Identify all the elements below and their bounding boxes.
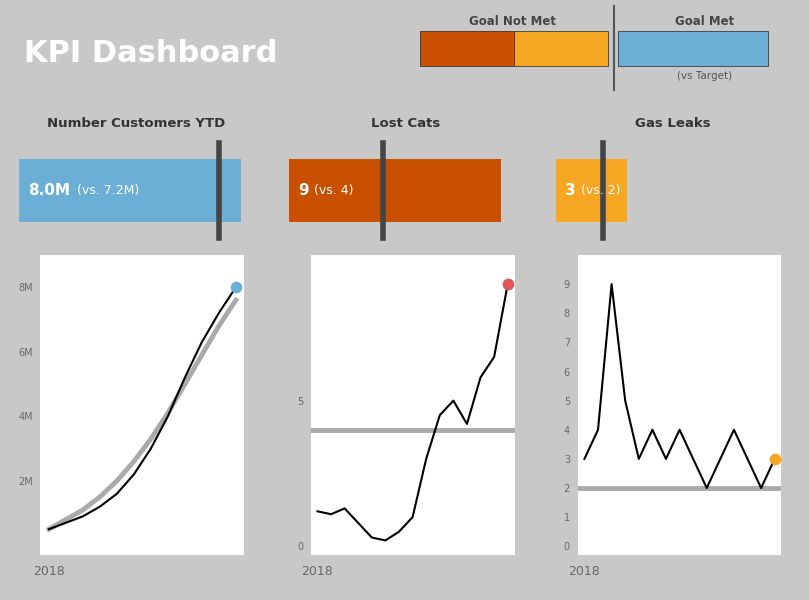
Text: Goal Not Met: Goal Not Met (468, 15, 556, 28)
Text: (vs Target): (vs Target) (676, 71, 732, 81)
Text: (vs. 4): (vs. 4) (310, 184, 353, 197)
Text: Number Customers YTD: Number Customers YTD (47, 117, 225, 130)
Text: (vs. 2): (vs. 2) (577, 184, 620, 197)
FancyBboxPatch shape (618, 31, 768, 67)
Text: Lost Cats: Lost Cats (371, 117, 441, 130)
Text: Goal Met: Goal Met (675, 15, 734, 28)
Point (502, 280, 515, 289)
Point (769, 454, 781, 464)
FancyBboxPatch shape (420, 31, 514, 67)
FancyBboxPatch shape (514, 31, 608, 67)
Text: 8.0M: 8.0M (28, 183, 70, 198)
Bar (289, 159, 502, 222)
Text: (vs. 7.2M): (vs. 7.2M) (74, 184, 140, 197)
Point (229, 283, 242, 292)
Text: 9: 9 (299, 183, 309, 198)
Text: 3: 3 (565, 183, 576, 198)
Text: Gas Leaks: Gas Leaks (635, 117, 711, 130)
Text: KPI Dashboard: KPI Dashboard (24, 40, 277, 68)
Bar (19, 159, 241, 222)
Bar (556, 159, 627, 222)
